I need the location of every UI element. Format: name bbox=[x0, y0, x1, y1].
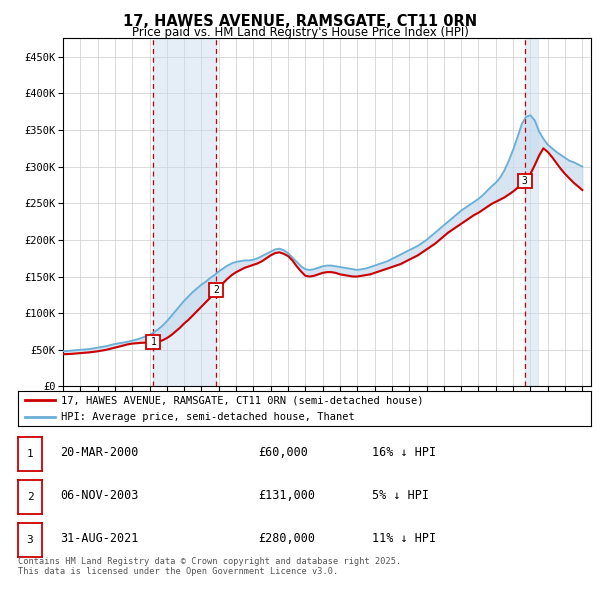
Text: £280,000: £280,000 bbox=[258, 532, 315, 545]
Text: 3: 3 bbox=[521, 176, 527, 186]
Bar bbox=[154, 38, 216, 386]
Text: 17, HAWES AVENUE, RAMSGATE, CT11 0RN: 17, HAWES AVENUE, RAMSGATE, CT11 0RN bbox=[123, 14, 477, 29]
Text: £131,000: £131,000 bbox=[258, 489, 315, 502]
Text: 16% ↓ HPI: 16% ↓ HPI bbox=[372, 446, 436, 459]
Text: Contains HM Land Registry data © Crown copyright and database right 2025.
This d: Contains HM Land Registry data © Crown c… bbox=[18, 557, 401, 576]
Text: 11% ↓ HPI: 11% ↓ HPI bbox=[372, 532, 436, 545]
Text: 3: 3 bbox=[26, 535, 34, 545]
Text: 1: 1 bbox=[26, 449, 34, 459]
Text: 17, HAWES AVENUE, RAMSGATE, CT11 0RN (semi-detached house): 17, HAWES AVENUE, RAMSGATE, CT11 0RN (se… bbox=[61, 395, 424, 405]
Text: 2: 2 bbox=[26, 492, 34, 502]
Text: 1: 1 bbox=[151, 337, 157, 348]
Text: 20-MAR-2000: 20-MAR-2000 bbox=[60, 446, 139, 459]
Text: 2: 2 bbox=[213, 286, 219, 296]
Text: £60,000: £60,000 bbox=[258, 446, 308, 459]
Bar bbox=[524, 38, 538, 386]
Text: Price paid vs. HM Land Registry's House Price Index (HPI): Price paid vs. HM Land Registry's House … bbox=[131, 26, 469, 39]
Text: 5% ↓ HPI: 5% ↓ HPI bbox=[372, 489, 429, 502]
Text: 31-AUG-2021: 31-AUG-2021 bbox=[60, 532, 139, 545]
Text: 06-NOV-2003: 06-NOV-2003 bbox=[60, 489, 139, 502]
Text: HPI: Average price, semi-detached house, Thanet: HPI: Average price, semi-detached house,… bbox=[61, 412, 355, 422]
